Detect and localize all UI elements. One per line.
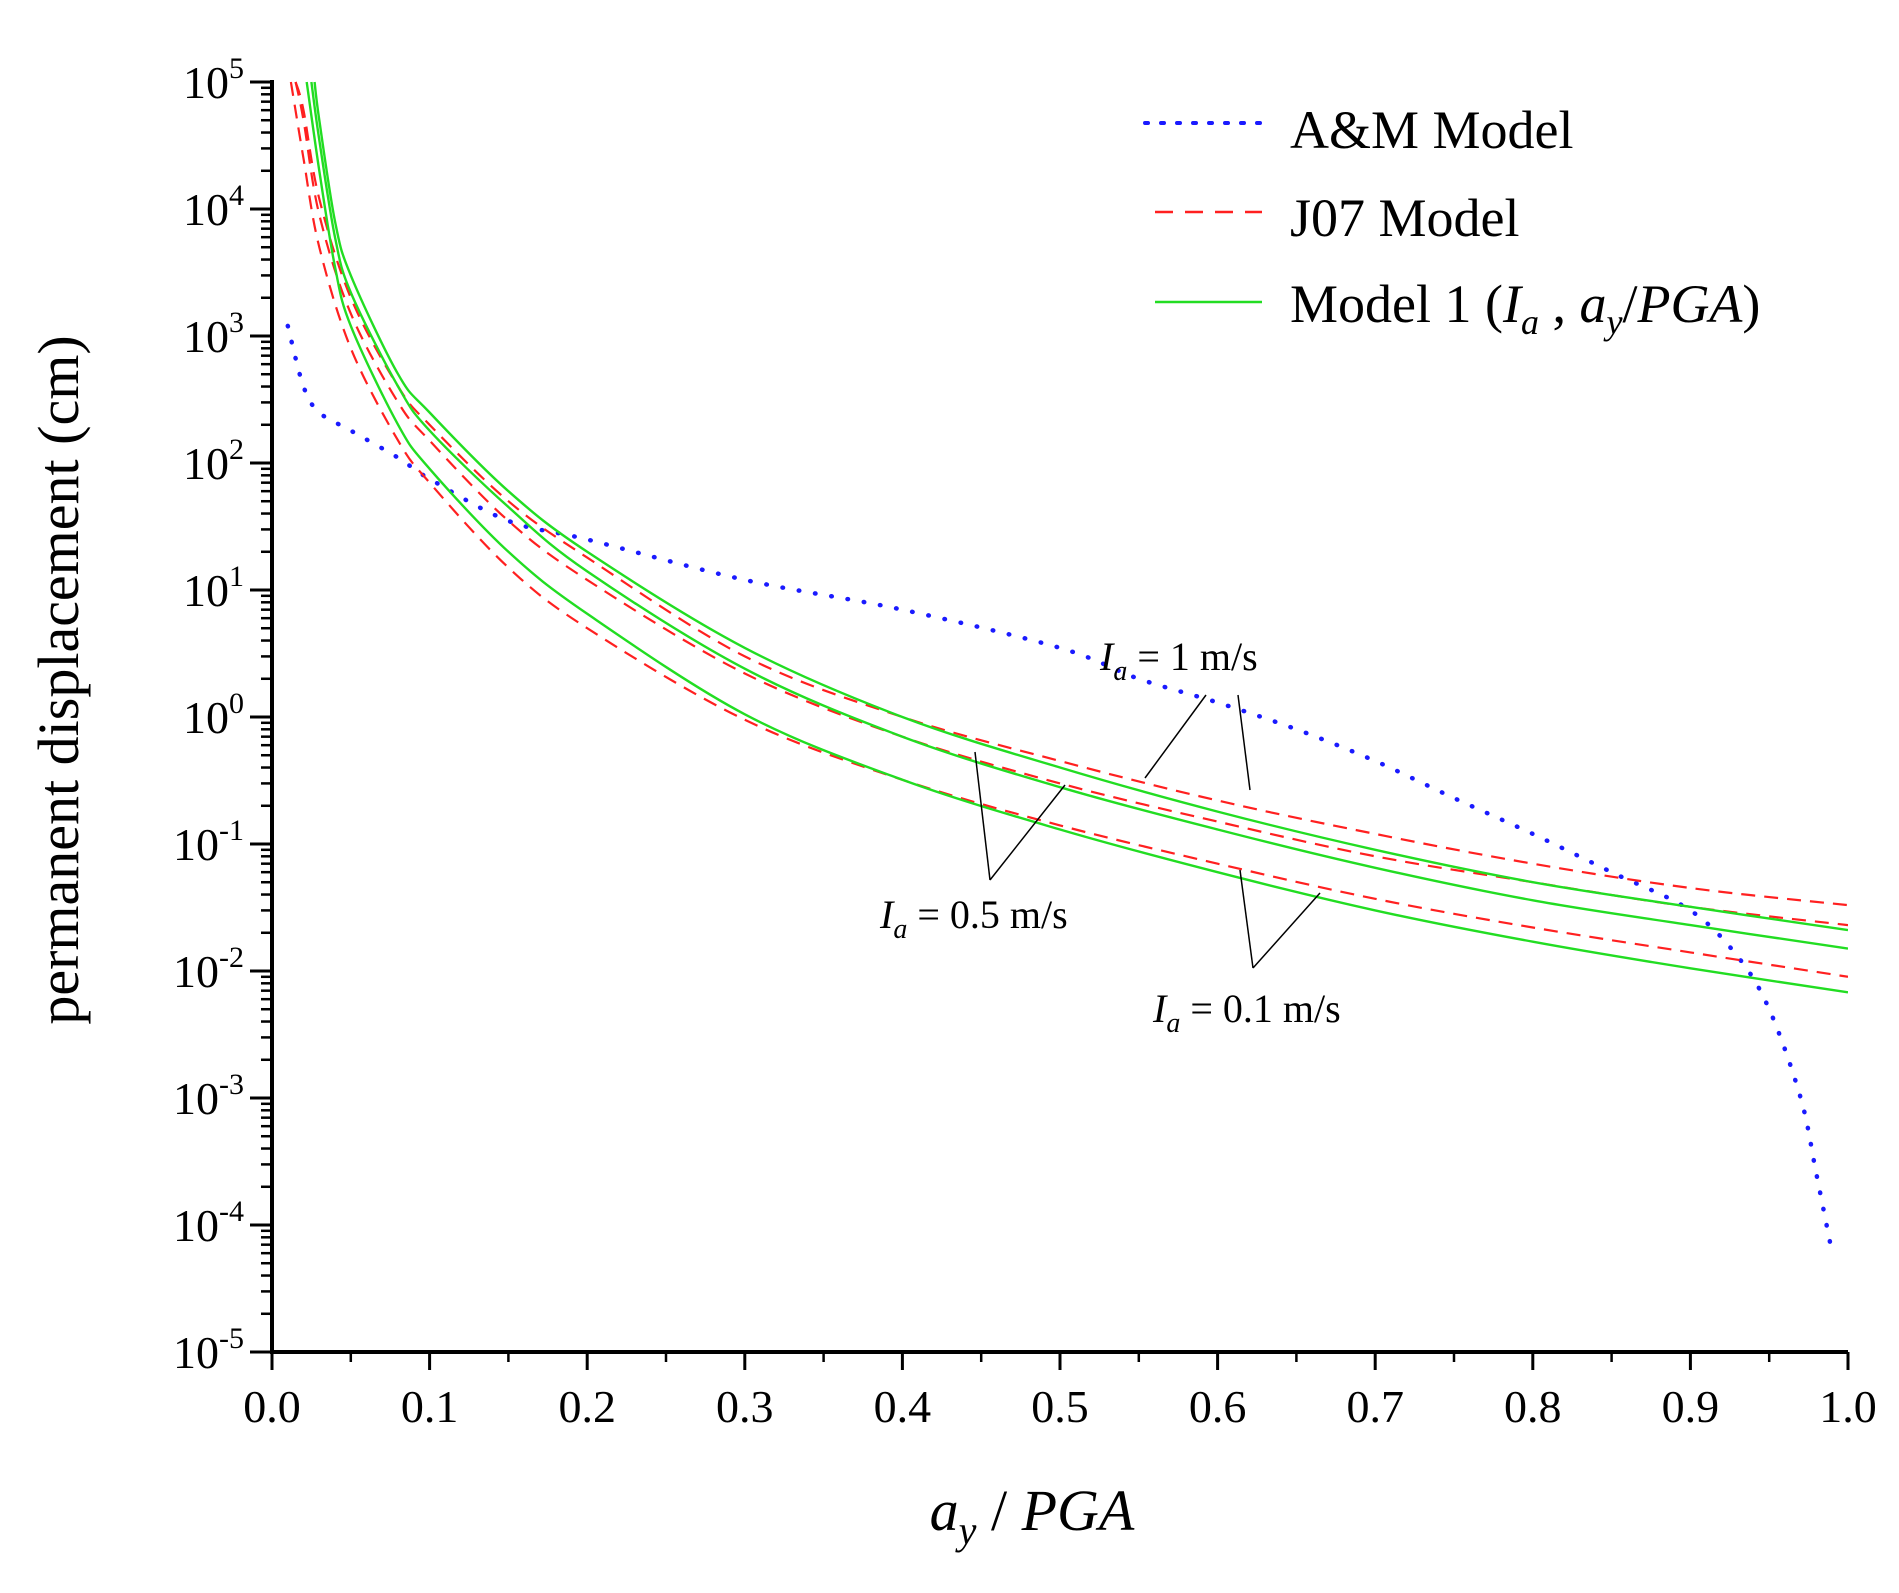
y-tick-label: 102 [183, 433, 244, 489]
leader-line [1239, 869, 1254, 969]
series-line-6 [310, 81, 1848, 950]
series-line-7 [305, 81, 1848, 994]
annotation-ia-0.5: Ia = 0.5 m/s [879, 751, 1068, 945]
x-tick-label: 0.2 [558, 1381, 616, 1432]
leader-line [1237, 694, 1251, 791]
y-tick-label: 10-3 [173, 1068, 244, 1124]
series-line-2 [294, 81, 1848, 907]
y-tick-label: 10-4 [173, 1195, 244, 1251]
series-line-5 [313, 81, 1848, 932]
leader-line [974, 751, 991, 881]
y-tick-label: 10-1 [173, 814, 244, 870]
y-tick-label: 100 [183, 687, 244, 743]
series-line-4 [289, 81, 1848, 978]
annotation-ia-1: Ia = 1 m/s [1099, 634, 1258, 791]
x-tick-label: 0.5 [1031, 1381, 1089, 1432]
y-tick-label: 101 [183, 560, 244, 616]
y-tick-label: 105 [183, 52, 244, 108]
x-tick-label: 0.3 [716, 1381, 774, 1432]
y-tick-label: 10-5 [173, 1322, 244, 1378]
annotation-label: Ia = 0.1 m/s [1152, 986, 1341, 1039]
legend-label-m1: Model 1 (Ia , ay/PGA) [1290, 274, 1760, 342]
legend-entry-j07: J07 Model [1155, 188, 1520, 248]
series-line-1 [285, 323, 1835, 1256]
leader-line [1144, 694, 1207, 779]
axes: 0.0 0.1 0.2 0.3 0.4 0.5 0.6 0.7 0.8 0.9 1.0 10-5 10-… [173, 52, 1877, 1432]
legend-label-am: A&M Model [1290, 100, 1574, 160]
x-tick-label: 0.9 [1662, 1381, 1720, 1432]
legend-entry-m1: Model 1 (Ia , ay/PGA) [1155, 274, 1760, 342]
annotations: Ia = 1 m/s Ia = 0.5 m/s Ia = 0.1 m/s [879, 634, 1341, 1039]
x-tick-label: 0.0 [243, 1381, 301, 1432]
y-tick-label: 10-2 [173, 941, 244, 997]
y-axis-title: permanent displacement (cm) [26, 335, 91, 1024]
series-line-3 [294, 81, 1848, 927]
x-tick-label: 0.8 [1504, 1381, 1562, 1432]
plot-area [285, 81, 1848, 1256]
legend: A&M Model J07 Model Model 1 (Ia , ay/PGA… [1143, 100, 1760, 342]
leader-line [989, 784, 1066, 881]
annotation-label: Ia = 0.5 m/s [879, 892, 1068, 945]
x-tick-label: 0.6 [1189, 1381, 1247, 1432]
annotation-ia-0.1: Ia = 0.1 m/s [1152, 869, 1341, 1039]
x-tick-label: 0.4 [874, 1381, 932, 1432]
legend-entry-am: A&M Model [1143, 100, 1574, 160]
x-tick-label: 1.0 [1819, 1381, 1877, 1432]
x-axis-title: ay / PGA [930, 1478, 1135, 1553]
leader-line [1252, 892, 1321, 969]
legend-label-j07: J07 Model [1290, 188, 1520, 248]
y-tick-label: 103 [183, 306, 244, 362]
x-tick-label: 0.1 [401, 1381, 459, 1432]
y-tick-label: 104 [183, 179, 244, 235]
annotation-label: Ia = 1 m/s [1099, 634, 1258, 687]
x-tick-label: 0.7 [1346, 1381, 1404, 1432]
